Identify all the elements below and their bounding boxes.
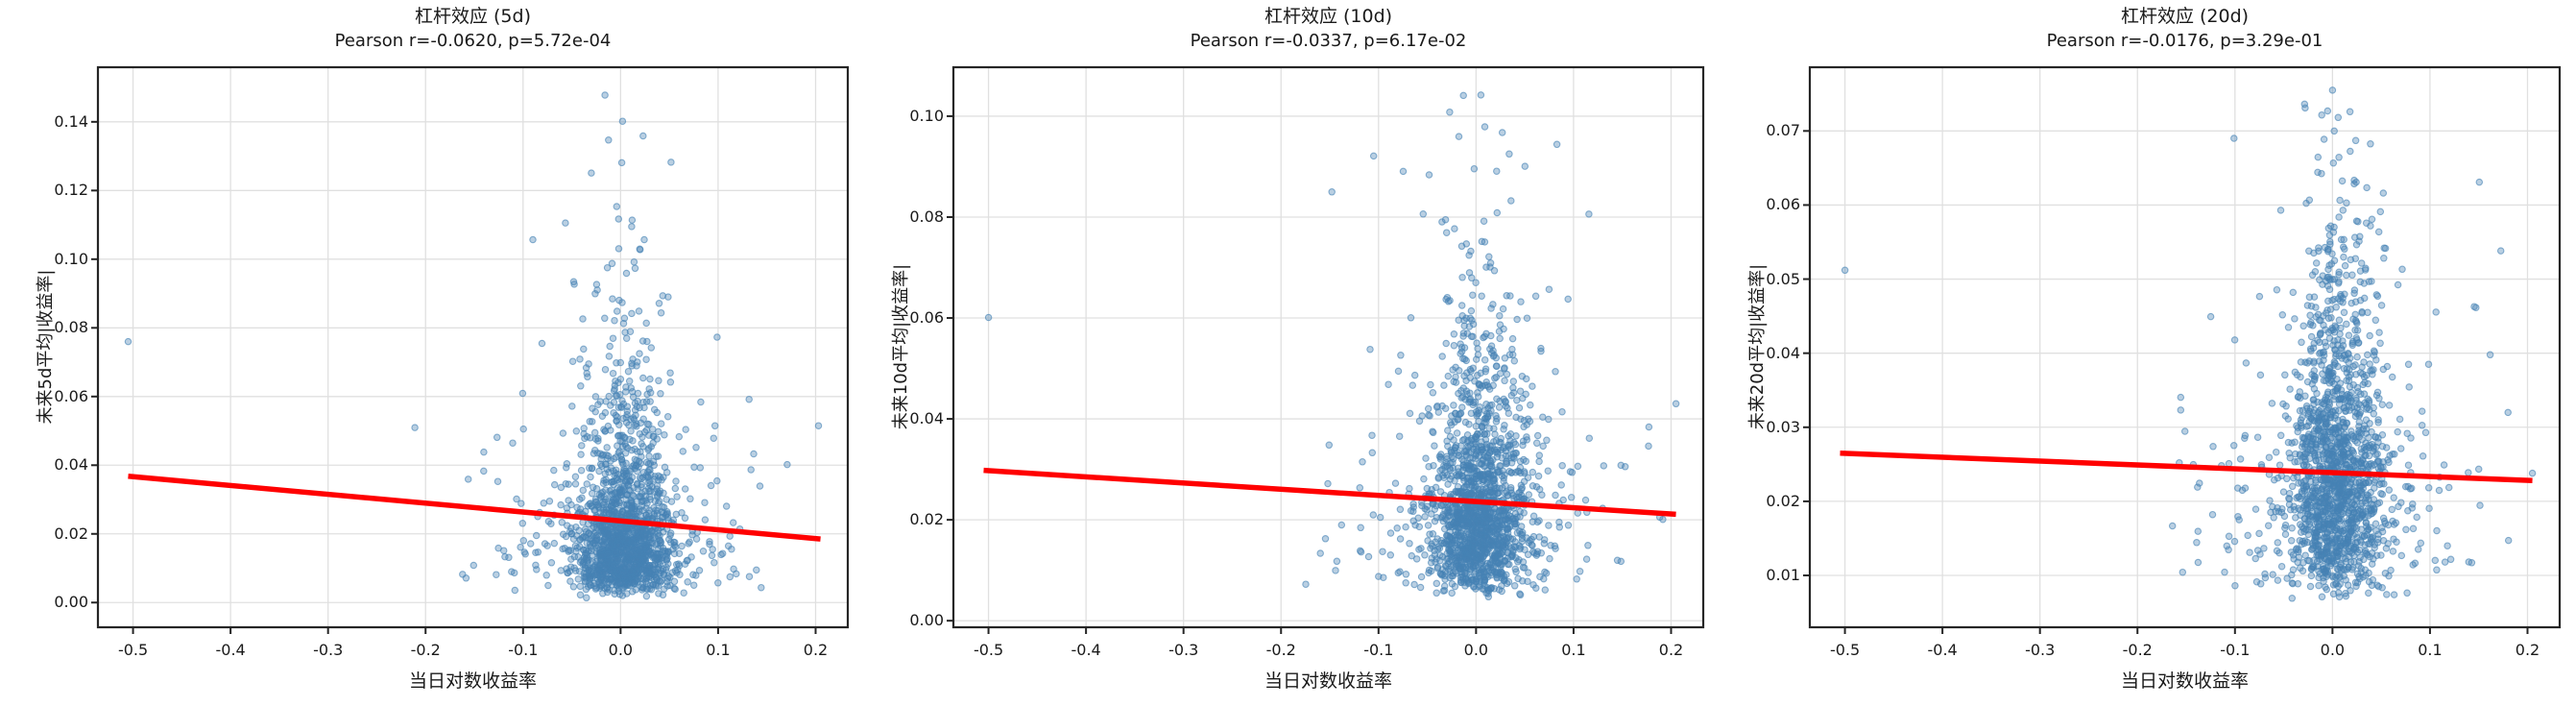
- tick-marks: [91, 120, 817, 634]
- x-tick-label: -0.5: [1829, 641, 1861, 659]
- subplot-leverage-5d: 杠杆效应 (5d) Pearson r=-0.0620, p=5.72e-04 …: [0, 0, 864, 707]
- axes-frame: [96, 65, 850, 629]
- x-tick-label: 0.1: [706, 641, 731, 659]
- y-tick-label: 0.06: [1766, 195, 1800, 214]
- x-axis-label: 当日对数收益率: [1264, 670, 1392, 692]
- x-axis-label: 当日对数收益率: [2120, 670, 2249, 692]
- y-tick-label: 0.04: [54, 455, 88, 475]
- scatter-points: [1841, 86, 2537, 602]
- y-tick-label: 0.10: [54, 249, 88, 268]
- x-tick-label: -0.3: [313, 641, 344, 659]
- x-tick-label: 0.0: [608, 641, 634, 659]
- x-tick-label: 0.1: [2418, 641, 2443, 659]
- trend-line: [983, 467, 1676, 518]
- y-axis-label: 未来10d平均|收益率|: [891, 263, 911, 430]
- x-axis-label: 当日对数收益率: [408, 670, 537, 692]
- x-tick-label: 0.1: [1561, 641, 1586, 659]
- chart-title: 杠杆效应 (10d): [1264, 6, 1393, 27]
- axes-frame: [951, 65, 1705, 629]
- x-tick-label: -0.3: [1168, 641, 1199, 659]
- x-tick-label: -0.3: [2025, 641, 2056, 659]
- x-tick-label: 0.2: [803, 641, 829, 659]
- x-tick-label: 0.0: [2320, 641, 2346, 659]
- y-tick-label: 0.04: [909, 409, 944, 428]
- y-tick-label: 0.02: [54, 524, 88, 543]
- scatter-canvas-5d: [91, 65, 850, 634]
- y-tick-label: 0.02: [909, 510, 944, 529]
- chart-subtitle: Pearson r=-0.0337, p=6.17e-02: [1190, 31, 1467, 51]
- scatter-points: [984, 91, 1680, 601]
- chart-title: 杠杆效应 (5d): [414, 6, 531, 27]
- chart-title: 杠杆效应 (20d): [2120, 6, 2250, 27]
- x-tick-label: -0.1: [2220, 641, 2251, 659]
- y-tick-label: 0.10: [909, 106, 944, 125]
- axes-frame: [1808, 65, 2562, 629]
- y-tick-label: 0.04: [1766, 343, 1800, 362]
- trend-line: [128, 473, 821, 542]
- y-tick-label: 0.12: [54, 181, 88, 200]
- trend-line: [1840, 451, 2533, 484]
- y-tick-label: 0.00: [909, 611, 944, 630]
- chart-subtitle: Pearson r=-0.0176, p=3.29e-01: [2046, 31, 2323, 51]
- y-tick-label: 0.08: [54, 318, 88, 337]
- x-tick-label: 0.0: [1463, 641, 1489, 659]
- y-tick-label: 0.02: [1766, 491, 1800, 510]
- y-tick-label: 0.14: [54, 111, 88, 131]
- y-tick-label: 0.07: [1766, 121, 1800, 140]
- chart-subtitle: Pearson r=-0.0620, p=5.72e-04: [334, 31, 612, 51]
- subplot-leverage-20d: 杠杆效应 (20d) Pearson r=-0.0176, p=3.29e-01…: [1712, 0, 2576, 707]
- x-tick-label: 0.2: [1658, 641, 1684, 659]
- y-tick-label: 0.06: [54, 386, 88, 405]
- y-tick-label: 0.05: [1766, 269, 1800, 288]
- tick-marks: [947, 114, 1673, 634]
- scatter-points: [124, 91, 823, 602]
- x-tick-label: 0.2: [2515, 641, 2540, 659]
- gridlines: [953, 67, 1703, 627]
- x-tick-label: -0.2: [1265, 641, 1296, 659]
- x-tick-label: -0.1: [508, 641, 539, 659]
- x-tick-label: -0.4: [215, 641, 246, 659]
- scatter-canvas-10d: [947, 65, 1705, 634]
- x-tick-label: -0.4: [1927, 641, 1958, 659]
- y-tick-label: 0.00: [54, 593, 88, 612]
- x-tick-label: -0.5: [117, 641, 149, 659]
- x-tick-label: -0.1: [1363, 641, 1394, 659]
- x-tick-label: -0.5: [973, 641, 1004, 659]
- gridlines: [98, 67, 848, 627]
- scatter-canvas-20d: [1803, 65, 2562, 634]
- y-tick-label: 0.01: [1766, 566, 1800, 585]
- x-tick-label: -0.2: [410, 641, 441, 659]
- y-tick-label: 0.06: [909, 308, 944, 328]
- y-tick-label: 0.03: [1766, 417, 1800, 436]
- x-tick-label: -0.4: [1071, 641, 1101, 659]
- tick-marks: [1803, 130, 2529, 634]
- x-tick-label: -0.2: [2122, 641, 2153, 659]
- y-tick-label: 0.08: [909, 207, 944, 226]
- subplot-leverage-10d: 杠杆效应 (10d) Pearson r=-0.0337, p=6.17e-02…: [855, 0, 1720, 707]
